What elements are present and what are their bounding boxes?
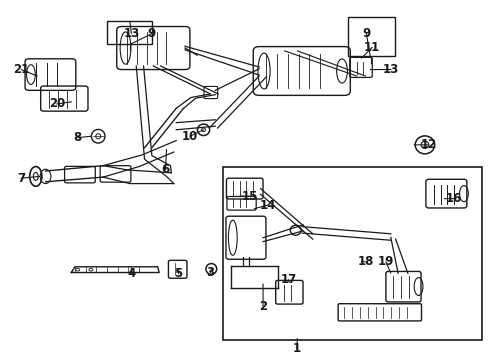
Text: 13: 13 [382,63,398,76]
Text: 11: 11 [364,41,380,54]
Text: 21: 21 [13,63,29,76]
Text: 3: 3 [206,266,214,279]
Text: 5: 5 [174,267,183,280]
Bar [347,17,394,56]
Text: 18: 18 [357,255,373,268]
Text: 14: 14 [259,199,276,212]
Text: 19: 19 [377,255,393,268]
Text: 17: 17 [280,273,296,286]
Text: 20: 20 [48,98,65,111]
Text: 12: 12 [420,138,436,151]
Text: 10: 10 [182,130,198,143]
Text: 9: 9 [147,27,156,40]
Text: 1: 1 [292,342,301,355]
Text: 16: 16 [445,192,462,205]
Text: 9: 9 [362,27,370,40]
Text: 15: 15 [242,190,258,203]
Text: 6: 6 [161,163,169,176]
Bar [222,167,482,339]
Text: 4: 4 [127,267,135,280]
Text: 13: 13 [123,27,139,40]
Text: 7: 7 [17,172,25,185]
Bar [107,22,152,44]
Text: 2: 2 [259,300,266,313]
Text: 8: 8 [74,131,81,144]
